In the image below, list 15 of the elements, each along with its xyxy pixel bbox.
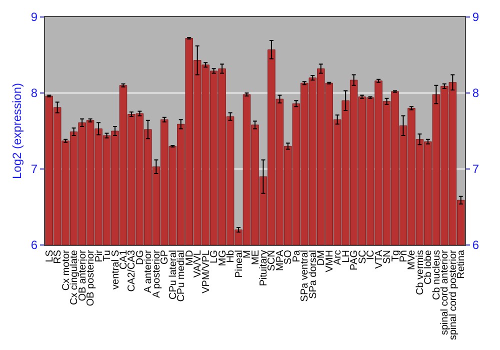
x-tick-label: Retina bbox=[456, 250, 468, 279]
x-tick-label: OB posterior bbox=[86, 249, 97, 306]
y2-tick-label: 8 bbox=[472, 86, 480, 100]
y-tick-label: 8 bbox=[30, 86, 38, 100]
y2-tick-label: 9 bbox=[472, 10, 480, 24]
x-tick-label: A posterior bbox=[151, 249, 162, 298]
x-tick-label: spinal cord posterior bbox=[448, 249, 459, 340]
x-tick-label: RS bbox=[52, 250, 64, 264]
y2-tick-label: 6 bbox=[472, 238, 480, 252]
y-tick-label: 7 bbox=[30, 162, 38, 176]
y-axis-title: Log2 (expression) bbox=[10, 82, 24, 180]
x-tick-label: Tg bbox=[390, 250, 402, 262]
y-tick-label: 9 bbox=[30, 10, 38, 24]
y-tick-label: 6 bbox=[30, 238, 38, 252]
y2-tick-label: 7 bbox=[472, 162, 480, 176]
